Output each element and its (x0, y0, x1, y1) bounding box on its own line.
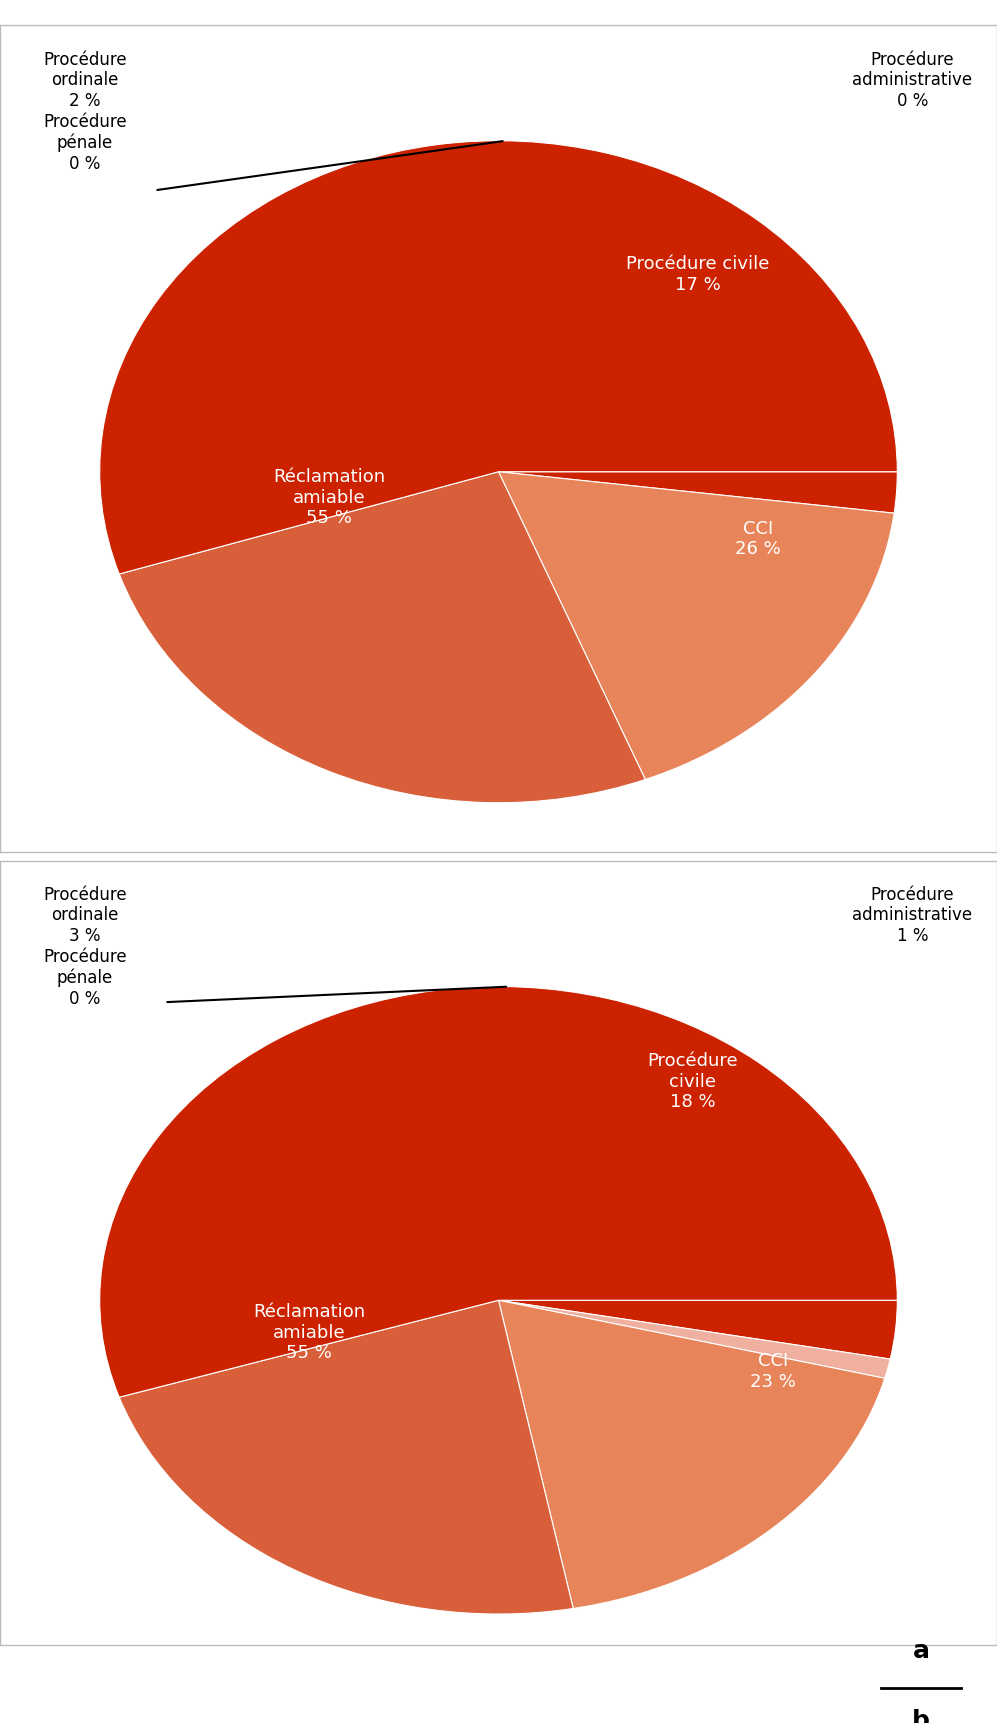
Wedge shape (498, 1301, 884, 1609)
Text: Procédure
administrative
0 %: Procédure administrative 0 % (852, 50, 972, 110)
Text: Procédure
ordinale
3 %
Procédure
pénale
0 %: Procédure ordinale 3 % Procédure pénale … (43, 886, 127, 1008)
Text: a: a (912, 1639, 930, 1663)
Text: Réclamation
amiable
55 %: Réclamation amiable 55 % (253, 1303, 365, 1361)
Text: Procédure
ordinale
2 %
Procédure
pénale
0 %: Procédure ordinale 2 % Procédure pénale … (43, 50, 127, 174)
Wedge shape (498, 1301, 897, 1359)
Wedge shape (100, 141, 897, 575)
Wedge shape (498, 1301, 890, 1378)
Text: b: b (912, 1707, 930, 1723)
Wedge shape (498, 472, 897, 513)
Text: CCI
26 %: CCI 26 % (735, 519, 781, 558)
Wedge shape (120, 1301, 573, 1614)
Wedge shape (498, 472, 894, 781)
Text: CCI
23 %: CCI 23 % (750, 1351, 796, 1390)
Text: Procédure
administrative
1 %: Procédure administrative 1 % (852, 886, 972, 944)
Wedge shape (100, 987, 897, 1397)
Text: Procédure civile
17 %: Procédure civile 17 % (626, 255, 770, 293)
Text: Réclamation
amiable
55 %: Réclamation amiable 55 % (273, 467, 385, 527)
Text: Procédure
civile
18 %: Procédure civile 18 % (648, 1051, 738, 1111)
Wedge shape (120, 472, 645, 803)
